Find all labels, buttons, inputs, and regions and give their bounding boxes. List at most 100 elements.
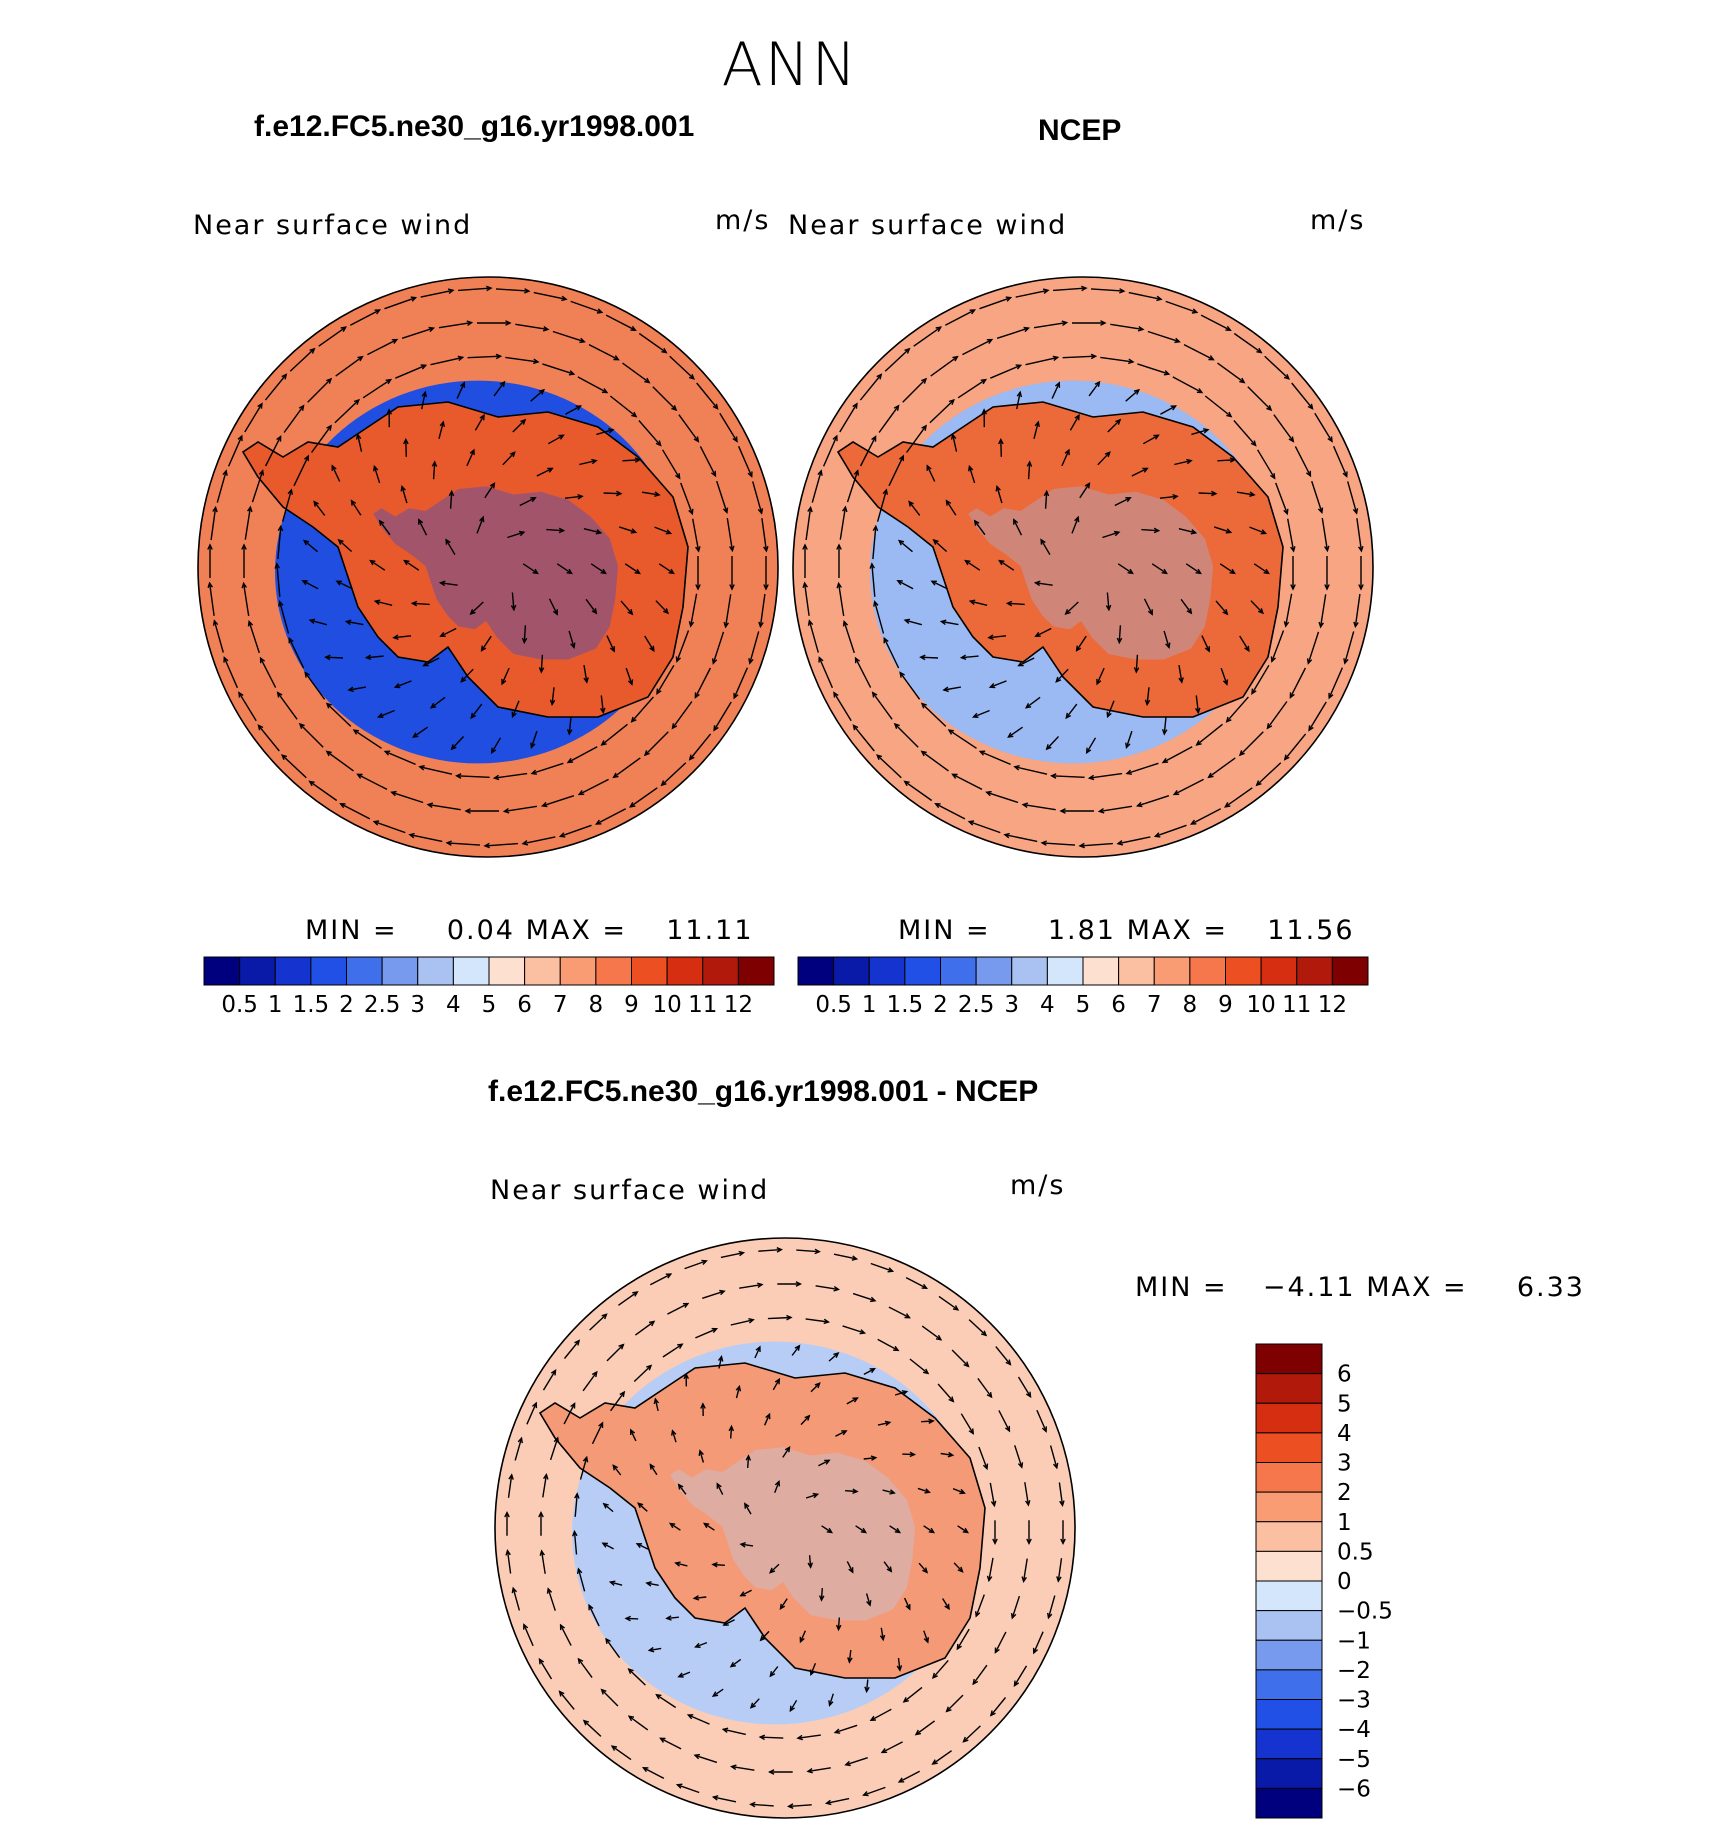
- wind-vector-head: [897, 539, 905, 546]
- wind-vector-head: [835, 1624, 842, 1632]
- wind-vector-head: [238, 691, 244, 698]
- wind-vector: [1217, 362, 1245, 384]
- wind-vector: [542, 1370, 557, 1391]
- wind-vector: [568, 716, 572, 735]
- wind-vector: [932, 1659, 949, 1679]
- wind-vector: [1266, 701, 1288, 729]
- wind-vector-head: [1013, 518, 1019, 525]
- colorbar-model-tick-label: 7: [553, 992, 568, 1016]
- wind-vector-head: [1266, 723, 1273, 730]
- wind-vector-head: [1172, 493, 1179, 500]
- wind-vector-head: [905, 1604, 911, 1611]
- wind-vector-head: [1059, 1500, 1065, 1508]
- wind-vector-head: [745, 1454, 752, 1461]
- wind-vector-head: [281, 373, 288, 380]
- wind-vector: [420, 289, 454, 298]
- wind-vector-head: [570, 1402, 576, 1409]
- wind-vector: [970, 600, 988, 606]
- wind-vector: [874, 601, 885, 634]
- wind-vector: [692, 518, 700, 552]
- colorbar-model-tick-label: 1: [268, 992, 283, 1016]
- wind-vector-head: [576, 1567, 583, 1575]
- wind-vector: [903, 1597, 911, 1610]
- wind-vector-head: [989, 1710, 996, 1717]
- wind-vector: [504, 805, 538, 813]
- wind-vector-head: [661, 347, 668, 354]
- wind-vector-head: [930, 580, 937, 586]
- wind-vector-head: [1100, 320, 1107, 326]
- wind-vector-head: [531, 1401, 538, 1409]
- wind-vector-head: [1106, 711, 1112, 719]
- wind-vector-head: [1116, 840, 1124, 846]
- wind-vector: [563, 1340, 580, 1359]
- wind-vector: [567, 746, 598, 764]
- wind-vector-head: [304, 671, 310, 678]
- wind-vector: [902, 1453, 915, 1456]
- wind-vector: [730, 1319, 754, 1326]
- wind-vector: [883, 1561, 892, 1572]
- wind-vector-head: [1005, 296, 1013, 302]
- wind-vector-head: [1283, 621, 1290, 628]
- wind-vector-head: [957, 1566, 964, 1573]
- wind-vector-head: [241, 543, 247, 550]
- wind-vectors: [207, 285, 769, 849]
- wind-vector: [373, 466, 381, 484]
- wind-vector-head: [1023, 326, 1031, 333]
- wind-vector-head: [879, 1634, 886, 1642]
- wind-vector: [526, 1402, 537, 1425]
- wind-vector: [540, 654, 544, 673]
- wind-vector: [1172, 376, 1203, 394]
- wind-vector-head: [871, 435, 877, 442]
- colorbar-difference-tick-label: −3: [1337, 1688, 1371, 1714]
- wind-vector-head: [575, 405, 582, 411]
- wind-vector: [505, 356, 539, 363]
- wind-vector: [378, 709, 395, 718]
- wind-vector: [1117, 563, 1133, 574]
- wind-vector-head: [1156, 295, 1163, 302]
- wind-vector-head: [247, 619, 254, 627]
- wind-vector: [1135, 654, 1139, 673]
- wind-vector-head: [871, 691, 878, 698]
- wind-vector: [460, 668, 474, 683]
- wind-vector: [391, 791, 424, 804]
- wind-vector: [671, 701, 693, 729]
- wind-vector: [899, 672, 921, 700]
- wind-vector: [855, 1525, 867, 1534]
- wind-vector: [641, 491, 660, 496]
- wind-vector-head: [945, 499, 952, 506]
- wind-vector: [1294, 446, 1312, 477]
- wind-vector: [1321, 517, 1329, 551]
- wind-vector-head: [688, 373, 695, 380]
- wind-vector-head: [538, 667, 545, 674]
- wind-vector: [440, 582, 458, 586]
- wind-vector: [277, 526, 282, 560]
- wind-vector-head: [501, 678, 507, 686]
- wind-vector-head: [1055, 676, 1062, 683]
- wind-vector: [921, 1325, 942, 1341]
- wind-vector-head: [257, 402, 263, 409]
- wind-vector-head: [561, 295, 568, 302]
- wind-vector: [1155, 824, 1187, 837]
- wind-vector: [820, 1588, 823, 1601]
- wind-vector: [1047, 1595, 1056, 1618]
- wind-vector-head: [1064, 609, 1071, 616]
- wind-vector: [690, 593, 698, 627]
- wind-vector: [458, 287, 492, 292]
- wind-vector-head: [998, 559, 1005, 566]
- wind-vector: [620, 600, 633, 615]
- wind-vector: [600, 695, 604, 713]
- wind-vector: [349, 309, 380, 326]
- colorbar-difference-swatch: [1255, 1728, 1323, 1760]
- wind-vector: [930, 356, 958, 377]
- wind-vector-head: [864, 1686, 870, 1694]
- wind-vector-head: [869, 1715, 876, 1721]
- wind-vector: [655, 600, 669, 614]
- wind-vector: [579, 459, 597, 466]
- wind-vector-head: [479, 413, 485, 421]
- figure-title: ANN: [721, 30, 859, 100]
- colorbar-difference-tick-label: 5: [1337, 1391, 1352, 1417]
- wind-vector: [822, 435, 838, 467]
- wind-vector-head: [1202, 428, 1210, 434]
- wind-vector: [933, 539, 948, 553]
- colorbar-ncep-tick-label: 1.5: [887, 992, 924, 1016]
